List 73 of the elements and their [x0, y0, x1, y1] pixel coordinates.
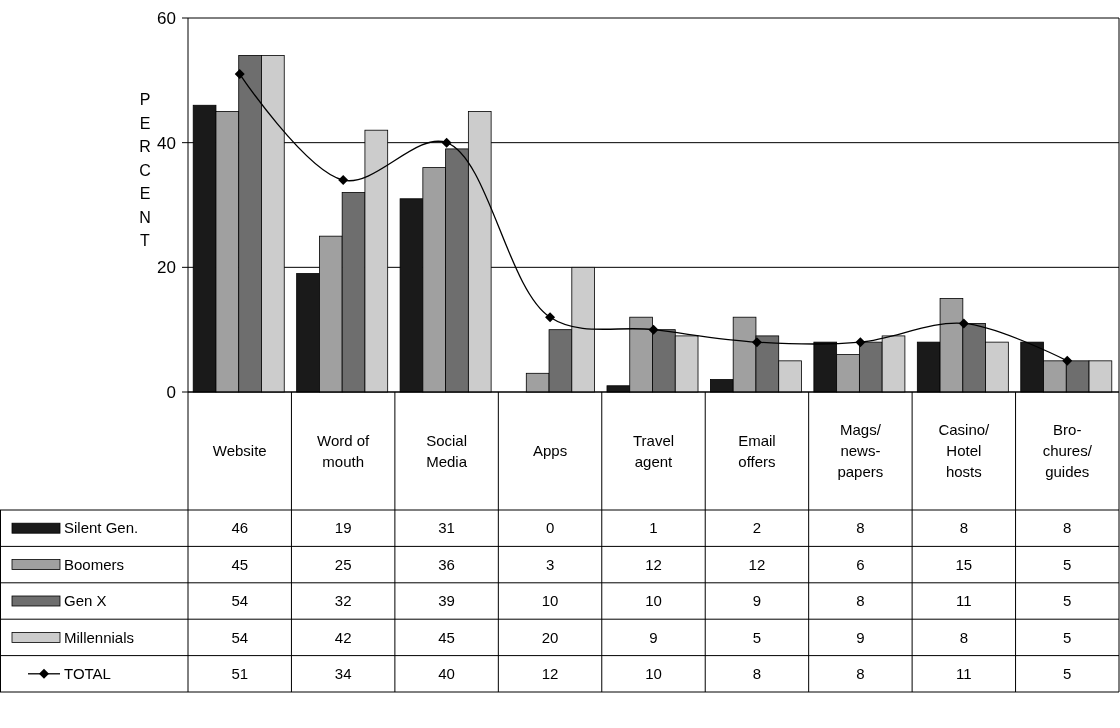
data-label: 31 [438, 519, 455, 537]
data-label: 8 [856, 519, 865, 537]
data-label: 5 [1063, 665, 1072, 683]
data-label: 9 [856, 628, 865, 646]
data-label: 6 [856, 555, 865, 573]
data-label: 46 [231, 519, 249, 537]
point [441, 137, 452, 148]
data-label: 40 [438, 665, 455, 683]
point [1062, 355, 1073, 366]
data-label: 8 [959, 628, 969, 646]
point [545, 312, 556, 323]
data-label: 34 [334, 665, 352, 683]
data-label: 1 [649, 519, 658, 537]
legend-label: Silent Gen. [64, 519, 139, 537]
data-label: 12 [748, 555, 766, 573]
y-tick-label: 40 [157, 133, 176, 153]
point [751, 337, 762, 348]
data-label: 45 [438, 628, 455, 646]
data-label: 10 [645, 592, 662, 610]
data-label: 8 [959, 519, 969, 537]
y-tick-label: 60 [157, 8, 176, 28]
x-tick-label: Travel agent [632, 431, 675, 470]
x-tick-label: Bro- chures/ guides [1042, 421, 1093, 481]
data-label: 5 [1063, 555, 1072, 573]
data-label: 15 [955, 555, 973, 573]
point [648, 324, 659, 335]
data-label: 39 [438, 592, 455, 610]
point [958, 318, 969, 329]
data-label: 42 [334, 628, 352, 646]
data-label: 5 [1063, 628, 1072, 646]
x-tick-label: Email offers [738, 431, 776, 470]
y-tick-label: 0 [166, 382, 176, 402]
x-tick-label: Social Media [426, 431, 468, 470]
data-label: 8 [856, 665, 865, 683]
data-label: 25 [334, 555, 352, 573]
data-label: 19 [334, 519, 352, 537]
data-label: 54 [231, 592, 249, 610]
data-label: 3 [545, 555, 555, 573]
data-label: 11 [956, 665, 972, 683]
data-label: 54 [231, 628, 249, 646]
data-label: 10 [541, 592, 559, 610]
data-label: 36 [438, 555, 455, 573]
point [338, 175, 349, 186]
data-label: 51 [231, 665, 249, 683]
data-label: 2 [752, 519, 762, 537]
x-tick-label: Casino/ Hotel hosts [938, 421, 991, 481]
legend-label: TOTAL [64, 665, 111, 683]
data-label: 0 [545, 519, 555, 537]
data-label: 10 [645, 665, 662, 683]
data-label: 32 [334, 592, 352, 610]
data-label: 8 [752, 665, 762, 683]
point [234, 69, 245, 80]
data-label: 45 [231, 555, 249, 573]
legend-label: Millennials [64, 628, 135, 646]
y-axis-title: PERCENT [139, 91, 151, 249]
data-label: 9 [649, 628, 658, 646]
legend-label: Gen X [64, 592, 107, 610]
data-label: 5 [752, 628, 762, 646]
y-tick-label: 20 [157, 258, 176, 278]
x-tick-label: Word of mouth [317, 431, 371, 470]
legend-label: Boomers [64, 555, 125, 573]
data-label: 11 [956, 592, 972, 610]
x-tick-label: Mags/ news- papers [837, 421, 884, 481]
data-label: 5 [1063, 592, 1072, 610]
x-tick-label: Apps [532, 442, 568, 460]
data-label: 12 [645, 555, 662, 573]
x-tick-label: Website [212, 442, 267, 460]
data-label: 8 [1063, 519, 1072, 537]
data-label: 12 [541, 665, 559, 683]
data-label: 20 [541, 628, 559, 646]
data-label: 8 [856, 592, 865, 610]
data-label: 9 [752, 592, 762, 610]
point [855, 337, 866, 348]
